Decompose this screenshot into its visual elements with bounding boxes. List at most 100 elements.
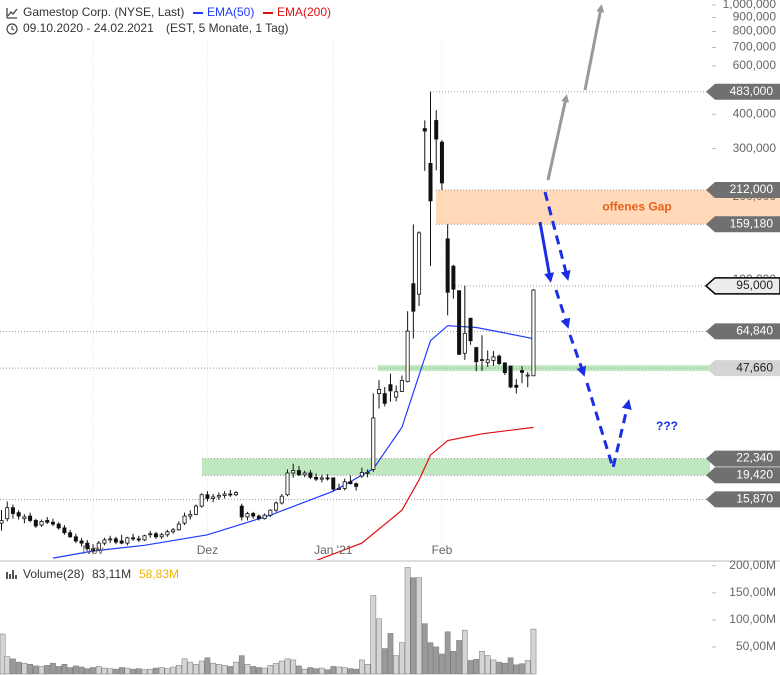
volume-bar [55,666,62,675]
header: Gamestop Corp. (NYSE, Last) EMA(50) EMA(… [0,0,340,38]
volume-bar [0,633,6,675]
candle-body [79,540,84,544]
volume-tick-label: 50,00M [736,639,776,653]
candle-body [91,548,96,552]
gray-arrow [583,4,605,91]
level-label: 159,180 [730,216,774,230]
volume-bar [95,666,102,675]
volume-bar [524,660,531,675]
x-tick-label: Jan '21 [314,543,353,557]
blue-dashed-arrow [554,289,571,329]
date-range: 09.10.2020 - 24.02.2021 [23,21,154,35]
volume-bar [290,659,297,675]
candle-body [491,356,496,361]
volume-bar [204,657,211,675]
volume-bar [496,661,502,675]
volume-average: 58,83M [139,567,179,581]
volume-bar [347,668,354,675]
candle-body [16,512,21,517]
level-box [706,182,780,199]
volume-bar [227,666,234,675]
volume-bar [456,640,462,675]
candle-body [502,362,507,374]
volume-bar [439,653,445,675]
candle-body [188,513,193,517]
volume-bar [296,665,302,675]
volume-bar [216,664,222,675]
candle-body [451,265,456,290]
candle-body [411,283,416,312]
candle-body [28,515,33,521]
volume-bar [336,666,342,675]
level-box [704,277,780,295]
drawings [538,4,632,474]
candle-body [199,494,204,507]
candle-body [102,539,107,544]
volume-bar [187,661,194,675]
candle-body [359,471,364,477]
candle-body [319,477,324,480]
volume-tick-label: 100,00M [729,612,776,626]
level-label: 15,870 [736,492,773,506]
volume-bar [175,665,182,675]
candle-body [234,492,239,496]
volume-bar [164,668,171,675]
level-label: 47,660 [736,360,773,374]
volume-bar [467,660,474,675]
y-tick-label: 700,000 [733,40,777,54]
blue-arrow [538,221,555,283]
volume-bar [484,655,491,675]
y-tick-label: 900,000 [733,10,777,24]
level-box [706,83,780,100]
volume-bar [170,666,176,675]
y-tick-label: 400,000 [733,106,777,120]
candle-body [365,471,370,474]
volume-tick-label: 200,00M [729,558,776,572]
candle-body [331,477,336,490]
candle-body [0,520,4,524]
volume-bar [135,668,142,675]
candle-body [22,516,27,520]
level-label: 483,000 [730,84,774,98]
volume-bar [38,666,45,675]
candle-body [176,523,181,531]
candle-body [182,515,187,524]
candle-body [113,538,118,543]
volume-bar [313,668,319,675]
volume-bar [301,668,308,675]
candle-body [5,507,10,520]
candle-body [439,141,444,184]
volume-bar [158,667,165,675]
legend-label: EMA(50) [207,5,254,19]
volume-bar [267,665,274,675]
candle-body [239,505,244,518]
volume-bar [130,668,136,675]
y-tick-label: 300,000 [733,141,777,155]
y-tick-label: 600,000 [733,58,777,72]
candle-body [462,332,467,354]
volume-bar [479,651,485,675]
volume-bar [73,665,79,675]
x-tick-label: Dez [197,543,218,557]
candle-body [148,533,153,536]
candle-body [96,542,101,551]
volume-bar [324,669,331,675]
candle-body [371,417,376,470]
candle-body [479,359,484,361]
candle-body [268,509,273,516]
candle-body [342,481,347,489]
volume-bar [278,660,285,675]
volume-bar [141,669,148,675]
candle-body [245,513,250,518]
candle-body [485,359,490,363]
candle-body [422,128,427,132]
volume-bar [433,646,440,675]
background-layer: offenes Gap??? [0,40,780,560]
candle-body [382,393,387,404]
gap-label: offenes Gap [602,199,671,213]
volume-bar [490,659,497,675]
volume-bar [181,658,188,675]
candle-body [73,536,78,542]
volume-bar [84,668,91,675]
chart-title: Gamestop Corp. (NYSE, Last) [23,5,184,19]
